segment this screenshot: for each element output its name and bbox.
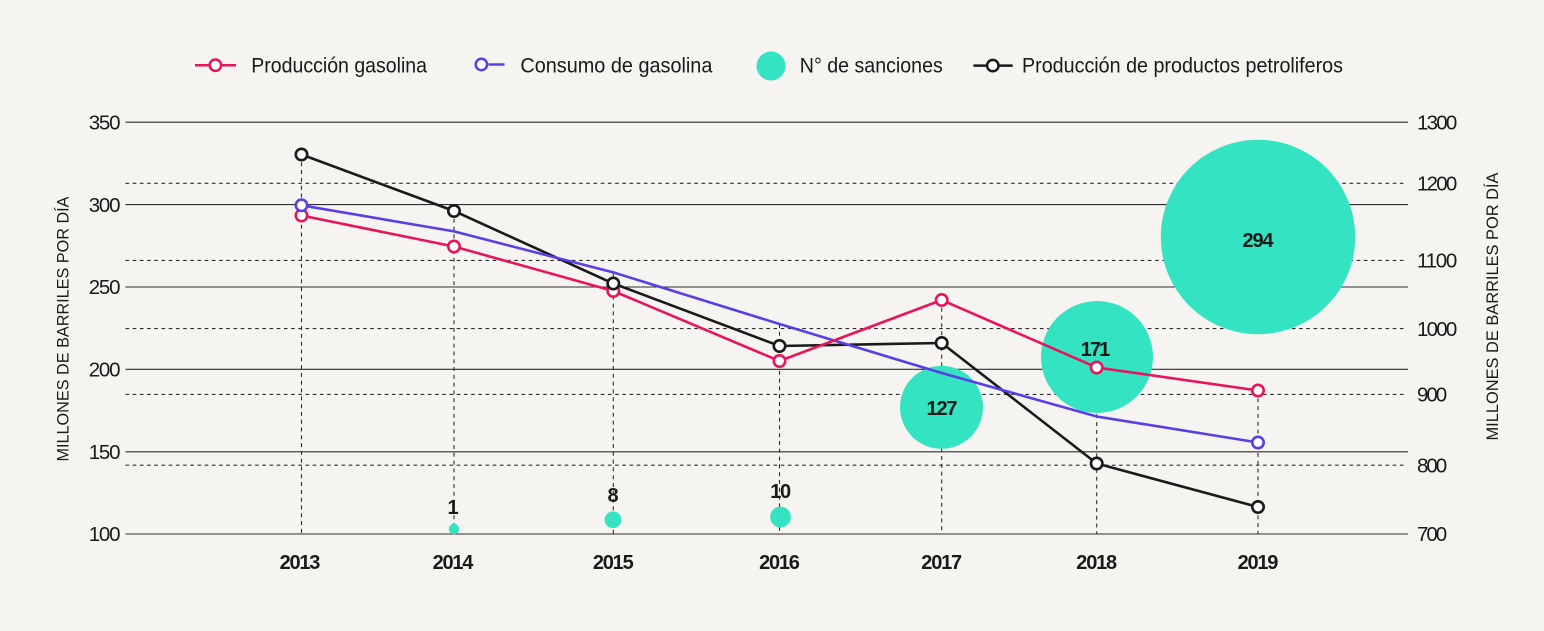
svg-text:Consumo de gasolina: Consumo de gasolina	[520, 53, 712, 77]
svg-text:MILLONES DE BARRILES POR DÍA: MILLONES DE BARRILES POR DÍA	[1483, 172, 1502, 441]
svg-text:1: 1	[447, 497, 458, 519]
svg-text:Producción gasolina: Producción gasolina	[251, 53, 427, 77]
svg-text:2018: 2018	[1076, 552, 1117, 574]
svg-text:2017: 2017	[921, 552, 962, 574]
svg-text:MILLONES DE BARRILES POR DÍA: MILLONES DE BARRILES POR DÍA	[54, 196, 73, 462]
svg-text:1000: 1000	[1417, 318, 1457, 341]
svg-text:900: 900	[1417, 384, 1447, 407]
svg-text:1300: 1300	[1417, 111, 1457, 134]
svg-text:350: 350	[89, 111, 121, 134]
svg-text:N° de sanciones: N° de sanciones	[800, 53, 943, 77]
svg-text:1200: 1200	[1417, 173, 1457, 196]
svg-text:300: 300	[89, 194, 121, 217]
svg-text:10: 10	[770, 481, 791, 503]
svg-text:Producción de productos petrol: Producción de productos petroliferos	[1022, 53, 1343, 77]
svg-text:294: 294	[1243, 230, 1275, 252]
svg-text:2015: 2015	[593, 552, 634, 574]
svg-text:800: 800	[1417, 454, 1447, 477]
svg-text:8: 8	[607, 485, 618, 507]
svg-text:1100: 1100	[1417, 250, 1457, 273]
svg-text:2013: 2013	[280, 552, 321, 574]
svg-text:250: 250	[89, 276, 121, 299]
svg-text:100: 100	[89, 523, 121, 546]
svg-text:700: 700	[1417, 523, 1447, 546]
svg-text:2019: 2019	[1238, 552, 1279, 574]
svg-text:2016: 2016	[759, 552, 800, 574]
svg-text:2014: 2014	[433, 552, 475, 574]
svg-text:150: 150	[89, 441, 121, 464]
svg-text:127: 127	[927, 398, 958, 420]
svg-text:171: 171	[1081, 339, 1111, 361]
svg-text:200: 200	[89, 359, 121, 382]
